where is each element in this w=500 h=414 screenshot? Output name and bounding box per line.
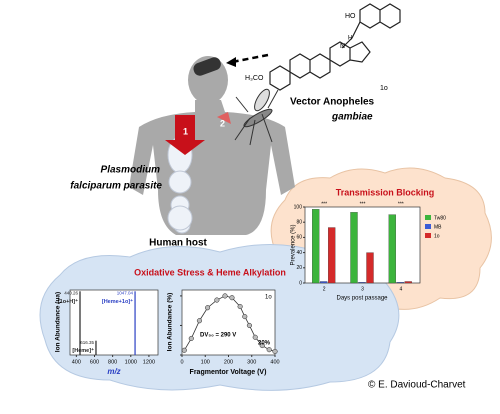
point — [188, 335, 194, 342]
arrow-head — [226, 57, 236, 67]
plot-frame — [181, 289, 276, 356]
arrow-1 — [165, 115, 205, 155]
legend-label: 1o — [434, 233, 440, 239]
parasite-label: Plasmodium — [101, 165, 161, 176]
step-number: 1 — [183, 126, 188, 136]
y-tick-label: 100 — [294, 204, 303, 210]
bar — [358, 282, 366, 284]
peak-mz: 616.35 — [80, 340, 94, 345]
x-tick-label: 100 — [201, 359, 210, 365]
dashed-arrow — [231, 53, 269, 64]
y-tick-label: 80 — [296, 220, 302, 226]
plot-frame — [69, 289, 159, 356]
bar — [328, 227, 336, 284]
plot-frame — [304, 206, 421, 284]
host-label: Human host — [149, 238, 207, 249]
x-tick-label: 2 — [323, 286, 326, 292]
bar — [350, 212, 358, 284]
atom-label: H₃CO — [245, 75, 264, 82]
peak-ion: [Heme+1o]⁺ — [102, 298, 133, 305]
peak-mz: 440.26 — [64, 290, 78, 295]
point — [181, 347, 187, 353]
peak-ion: [1o+H]⁺ — [58, 298, 78, 305]
bar — [388, 214, 396, 284]
x-tick-label: 400 — [270, 359, 279, 365]
point — [205, 305, 211, 311]
y-tick-label: 20 — [296, 265, 302, 271]
panel-title: Oxidative Stress & Heme Alkylation — [134, 267, 286, 277]
parasite-label: falciparum parasite — [70, 181, 162, 192]
y-tick-label: 0 — [299, 280, 302, 286]
point — [196, 318, 202, 324]
point — [237, 303, 243, 310]
significance: *** — [398, 201, 404, 207]
capsule — [193, 57, 221, 76]
bar — [404, 281, 412, 284]
dv50-label: DV₅₀ = 290 V — [200, 333, 236, 339]
mosquito — [234, 88, 279, 146]
panel-title: Transmission Blocking — [336, 187, 435, 197]
x-axis-label: m/z — [107, 367, 120, 376]
point — [229, 295, 235, 301]
vector-label: gambiae — [331, 112, 373, 123]
y-tick-label: 60 — [296, 235, 302, 241]
atom-label: HO — [345, 13, 356, 20]
y-axis-label: Prevalence (%) — [291, 224, 297, 265]
panel-label: 1o — [265, 295, 272, 301]
point — [214, 297, 220, 303]
atom-label: N — [340, 43, 345, 50]
peak-mz: 1047.04 — [117, 290, 134, 295]
vector-label: Vector Anopheles — [290, 97, 375, 108]
x-tick-label: 0 — [180, 359, 183, 365]
molecule-structure — [269, 3, 401, 91]
significance: *** — [321, 201, 327, 207]
point — [252, 334, 258, 340]
legend-label: MB — [434, 224, 442, 230]
step-number: 2 — [220, 118, 225, 128]
x-tick-label: 1000 — [125, 359, 137, 365]
legend-swatch — [425, 224, 431, 229]
atom-label: H — [348, 36, 352, 42]
point — [266, 347, 272, 353]
y-axis-label: Ion Abundance (%) — [167, 293, 174, 352]
credit: © E. Davioud-Charvet — [368, 380, 466, 391]
bar — [320, 281, 328, 284]
x-tick-label: 1200 — [143, 359, 155, 365]
y-tick-label: 40 — [296, 250, 302, 256]
x-tick-label: 800 — [108, 359, 117, 365]
compound-label: 1o — [380, 85, 388, 92]
x-axis-label: Days post passage — [336, 296, 388, 302]
x-tick-label: 200 — [224, 359, 233, 365]
arrow-2 — [205, 112, 231, 150]
point — [242, 314, 248, 320]
bar — [312, 209, 320, 284]
x-tick-label: 3 — [361, 286, 364, 292]
point — [259, 342, 265, 349]
x-tick-label: 600 — [90, 359, 99, 365]
x-axis-label: Fragmentor Voltage (V) — [190, 369, 267, 376]
legend-swatch — [425, 215, 431, 220]
point — [222, 293, 228, 299]
legend-label: Tw80 — [434, 215, 446, 221]
x-tick-label: 400 — [72, 359, 81, 365]
point — [272, 348, 278, 355]
note: 20% — [258, 341, 271, 347]
point — [246, 322, 252, 329]
bar — [396, 282, 404, 284]
peak-ion: [Heme]⁺ — [72, 347, 94, 354]
bar — [366, 252, 374, 284]
legend-swatch — [425, 233, 431, 238]
x-tick-label: 4 — [399, 286, 402, 292]
y-axis-label: Ion Abundance (ua) — [55, 292, 62, 352]
x-tick-label: 300 — [247, 359, 256, 365]
significance: *** — [360, 201, 366, 207]
